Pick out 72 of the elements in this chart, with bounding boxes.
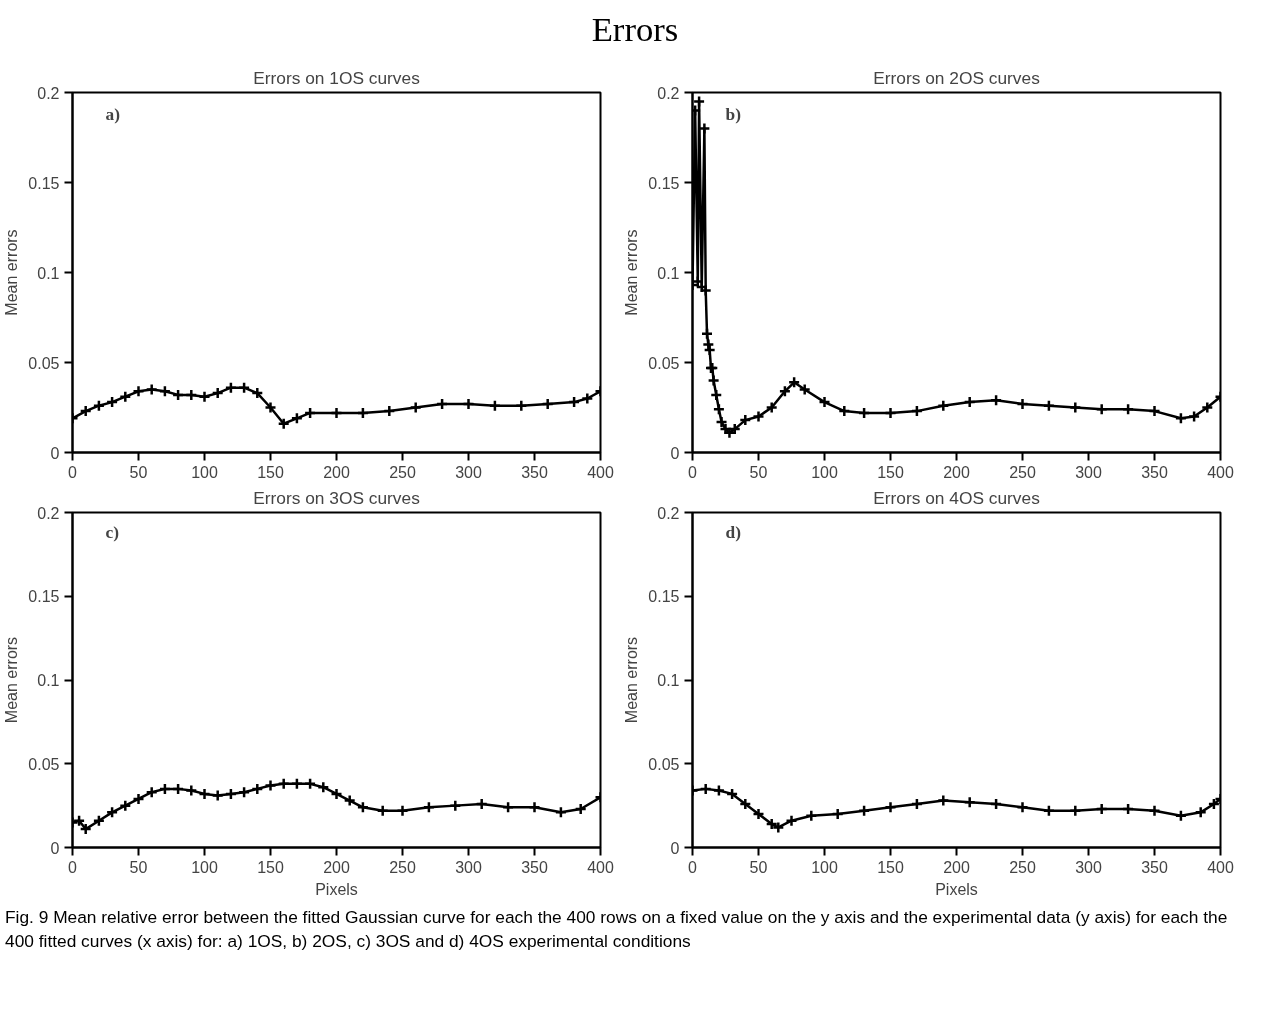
y-tick-label: 0.2: [657, 504, 680, 522]
x-axis-title: Pixels: [935, 880, 978, 898]
x-tick-label: 300: [455, 858, 482, 876]
x-tick-label: 400: [1207, 463, 1234, 481]
y-tick-label: 0.15: [648, 174, 680, 192]
x-tick-label: 100: [191, 858, 218, 876]
x-tick-label: 0: [68, 858, 78, 876]
x-tick-label: 50: [129, 463, 148, 481]
x-tick-label: 350: [521, 858, 548, 876]
y-axis-title: Mean errors: [623, 636, 641, 723]
x-tick-label: 50: [749, 858, 768, 876]
x-tick-label: 250: [1009, 463, 1036, 481]
y-tick-label: 0.1: [657, 264, 680, 282]
x-tick-label: 0: [688, 463, 698, 481]
y-tick-label: 0.05: [28, 354, 60, 372]
x-tick-label: 300: [1075, 858, 1102, 876]
x-tick-label: 250: [1009, 858, 1036, 876]
x-tick-label: 200: [943, 858, 970, 876]
annotation: d): [725, 522, 742, 542]
y-tick-label: 0.2: [37, 84, 60, 102]
chart-title: Errors on 4OS curves: [873, 487, 1041, 508]
y-tick-label: 0.15: [648, 587, 680, 605]
y-tick-label: 0.05: [648, 755, 680, 773]
y-tick-label: 0.15: [28, 174, 60, 192]
x-tick-label: 0: [68, 463, 78, 481]
chart-title: Errors on 2OS curves: [873, 67, 1041, 88]
x-tick-label: 400: [1207, 858, 1234, 876]
x-tick-label: 100: [811, 463, 838, 481]
x-tick-label: 200: [323, 858, 350, 876]
y-tick-label: 0: [50, 444, 60, 462]
y-tick-label: 0.1: [657, 671, 680, 689]
x-tick-label: 400: [587, 463, 614, 481]
x-tick-label: 150: [877, 858, 904, 876]
y-tick-label: 0.15: [28, 587, 60, 605]
y-tick-label: 0.1: [37, 264, 60, 282]
x-tick-label: 0: [688, 858, 698, 876]
y-tick-label: 0: [670, 444, 680, 462]
y-tick-label: 0.05: [28, 755, 60, 773]
x-tick-label: 200: [943, 463, 970, 481]
x-tick-label: 50: [749, 463, 768, 481]
annotation: a): [105, 104, 121, 124]
chart-title: Errors on 1OS curves: [253, 67, 421, 88]
y-tick-label: 0.2: [37, 504, 60, 522]
caption: Fig. 9 Mean relative error between the fitted Gaussian curve for each the 400 rows on a fixed value on the y axis and the experimental data (y axis) for each the 400 fitted curves (x axis) for: a) 1OS, b) 2OS, c) 3OS and d) 4OS experimental conditions: [5, 905, 1229, 954]
x-tick-label: 300: [455, 463, 482, 481]
x-tick-label: 350: [1141, 858, 1168, 876]
x-tick-label: 400: [587, 858, 614, 876]
text: Errors: [591, 9, 679, 50]
x-axis-title: Pixels: [315, 880, 358, 898]
x-tick-label: 50: [129, 858, 148, 876]
x-tick-label: 250: [389, 858, 416, 876]
y-tick-label: 0: [50, 839, 60, 857]
x-tick-label: 150: [257, 858, 284, 876]
x-tick-label: 100: [191, 463, 218, 481]
x-tick-label: 100: [811, 858, 838, 876]
chart-title: Errors on 3OS curves: [253, 487, 421, 508]
x-tick-label: 150: [877, 463, 904, 481]
x-tick-label: 300: [1075, 463, 1102, 481]
y-axis-title: Mean errors: [3, 636, 21, 723]
x-tick-label: 200: [323, 463, 350, 481]
x-tick-label: 350: [521, 463, 548, 481]
y-tick-label: 0.1: [37, 671, 60, 689]
y-axis-title: Mean errors: [623, 228, 641, 316]
x-tick-label: 250: [389, 463, 416, 481]
x-tick-label: 350: [1141, 463, 1168, 481]
y-tick-label: 0.05: [648, 354, 680, 372]
y-tick-label: 0.2: [657, 84, 680, 102]
annotation: b): [725, 104, 742, 124]
y-axis-title: Mean errors: [3, 228, 21, 316]
x-tick-label: 150: [257, 463, 284, 481]
annotation: c): [105, 522, 120, 542]
y-tick-label: 0: [670, 839, 680, 857]
